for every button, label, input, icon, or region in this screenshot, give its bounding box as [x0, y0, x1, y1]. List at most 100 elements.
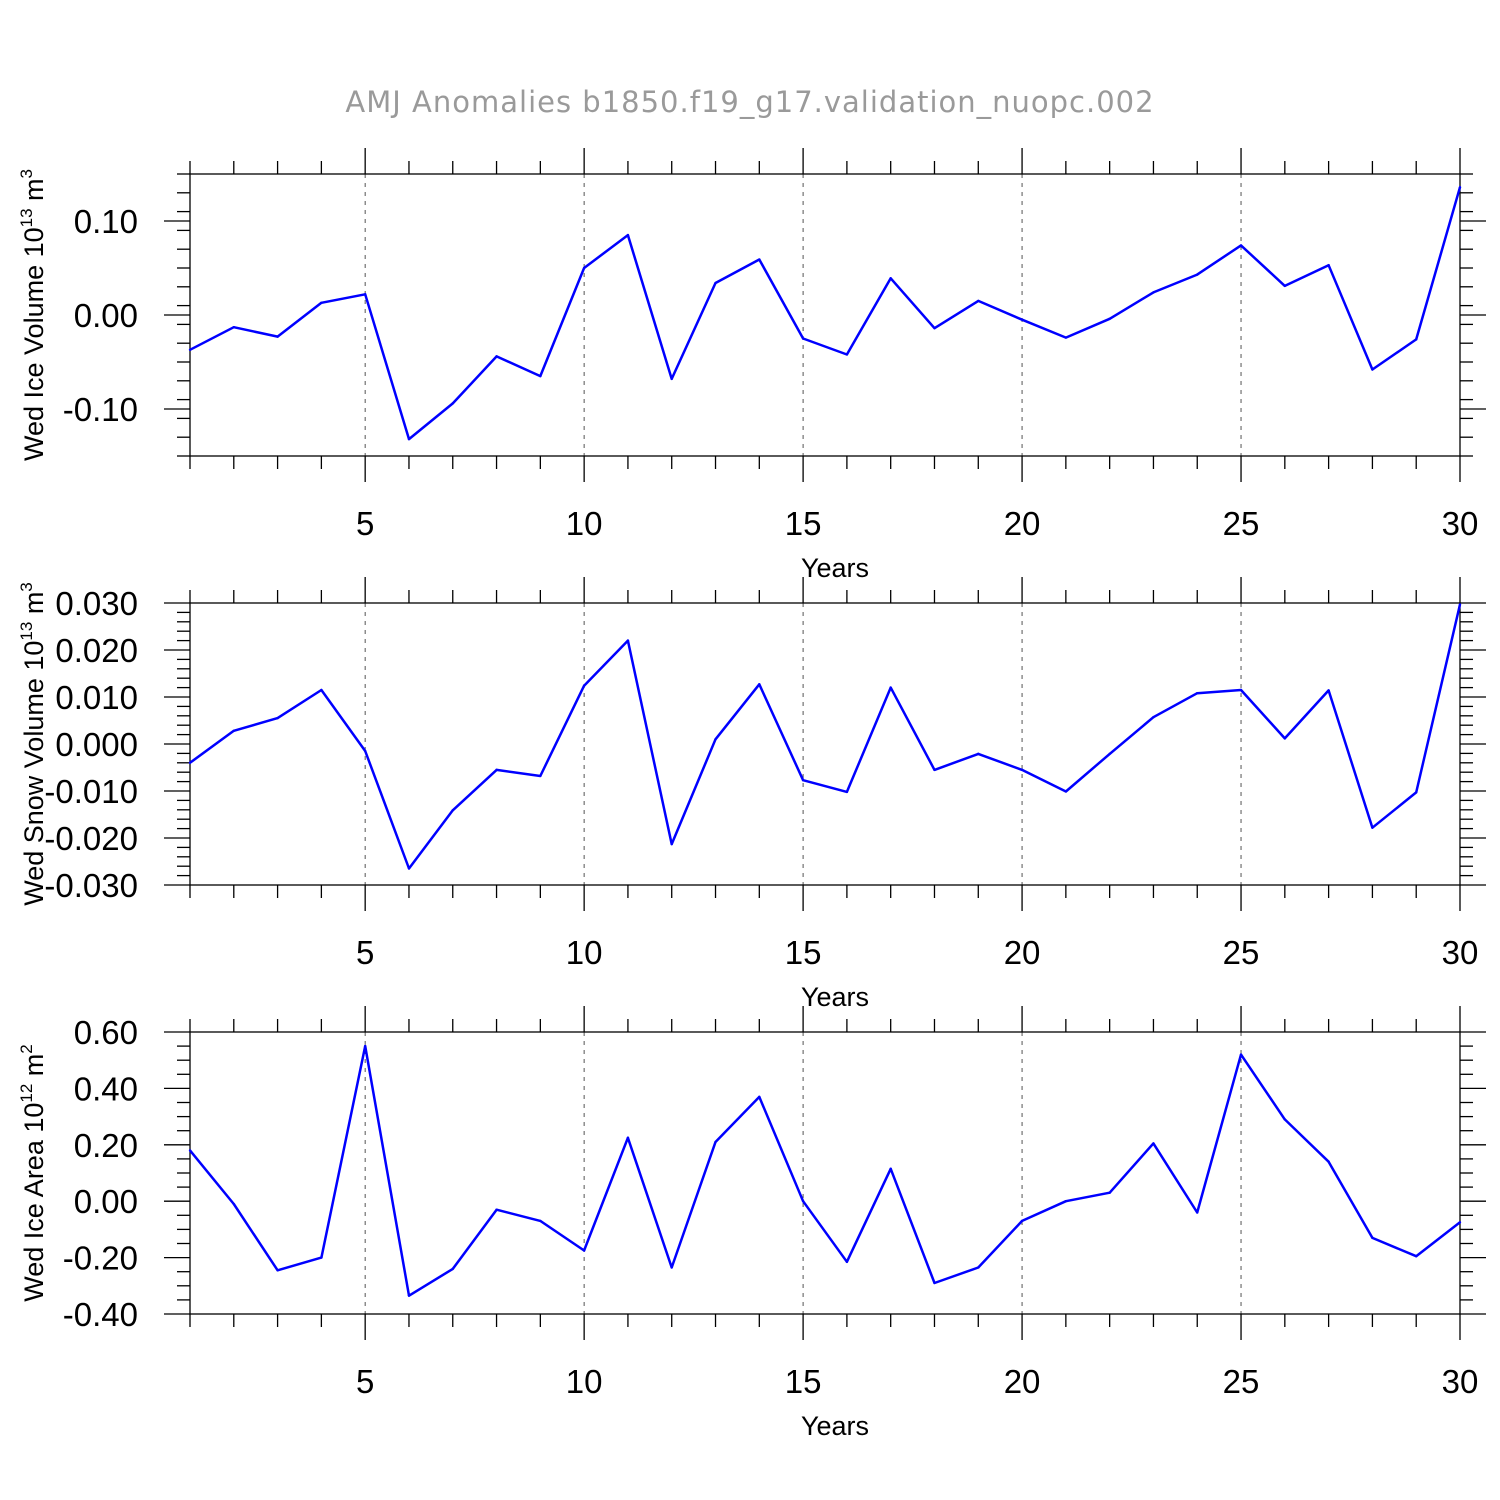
data-point [1020, 318, 1024, 321]
x-tick-label: 10 [566, 505, 603, 542]
series-line [189, 186, 1462, 441]
x-tick-label: 5 [356, 1363, 374, 1400]
y-tick-label: -0.40 [63, 1296, 138, 1333]
x-tick-label: 10 [566, 1363, 603, 1400]
plot-frame [189, 173, 1461, 457]
data-point [1327, 263, 1330, 267]
y-tick-label: -0.020 [44, 820, 138, 857]
data-point [758, 683, 761, 686]
data-point [1152, 291, 1155, 294]
data-point [276, 716, 279, 720]
data-point [188, 348, 192, 351]
data-point [320, 688, 323, 692]
data-point [933, 1281, 936, 1285]
data-point [1239, 688, 1243, 692]
data-point [1327, 1160, 1330, 1163]
data-point [626, 233, 630, 237]
y-tick-label: -0.10 [63, 391, 138, 428]
data-point [977, 752, 980, 756]
data-point [1371, 826, 1374, 829]
x-axis-title: Years [801, 553, 869, 583]
data-point [363, 1044, 367, 1048]
data-point [188, 761, 192, 764]
data-point [1415, 1254, 1418, 1258]
data-point [801, 337, 805, 340]
data-point [232, 326, 235, 329]
data-point [1196, 692, 1199, 695]
data-point [1283, 284, 1287, 288]
data-point [1196, 1211, 1199, 1214]
data-point [1239, 1053, 1243, 1056]
x-tick-label: 10 [566, 934, 603, 971]
data-point [363, 293, 367, 296]
data-point [320, 301, 323, 304]
data-point [451, 402, 454, 405]
data-point [845, 790, 849, 794]
data-point [1415, 338, 1418, 341]
data-point [495, 768, 498, 772]
x-tick-label: 30 [1442, 934, 1479, 971]
data-point [1108, 1191, 1111, 1194]
data-point [232, 729, 235, 733]
data-point [977, 299, 980, 303]
x-tick-label: 15 [785, 505, 822, 542]
y-tick-label: 0.010 [55, 679, 138, 716]
data-point [1196, 273, 1199, 276]
data-point [758, 1095, 761, 1099]
data-point [1327, 689, 1330, 692]
data-point [363, 749, 367, 753]
y-tick-label: 0.030 [55, 585, 138, 622]
data-point [1064, 1200, 1068, 1203]
data-point [1458, 603, 1462, 606]
y-axis-title: Wed Snow Volume 1013 m3 [17, 582, 49, 906]
data-point [495, 1208, 498, 1211]
data-point [1020, 1219, 1024, 1223]
data-point [582, 684, 586, 687]
data-point [582, 1249, 586, 1252]
data-point [977, 1266, 980, 1269]
y-tick-label: 0.000 [55, 726, 138, 763]
data-point [1152, 1142, 1155, 1145]
data-point [1458, 1221, 1462, 1224]
data-point [889, 1167, 892, 1170]
data-point [1458, 185, 1462, 189]
data-point [1064, 790, 1068, 793]
data-point [670, 842, 673, 846]
data-point [451, 809, 454, 812]
data-point [1239, 244, 1243, 247]
data-point [1371, 368, 1374, 371]
data-point [276, 1269, 279, 1272]
series-line [189, 604, 1462, 870]
data-point [232, 1202, 235, 1206]
ice-volume-panel: -0.10 0.00 0.10 5 10 15 20 25 30 Years Wed Ice Vol… [17, 148, 1486, 583]
y-axis-title: Wed Ice Volume 1013 m3 [17, 169, 49, 461]
ice-area-panel: -0.40 -0.20 0.00 0.20 0.40 0.60 5 10 15 20 25 30 Yea… [17, 1006, 1486, 1441]
x-tick-label: 20 [1004, 505, 1041, 542]
data-point [845, 353, 849, 356]
x-tick-label: 25 [1223, 934, 1260, 971]
data-point [451, 1267, 454, 1271]
x-tick-label: 30 [1442, 1363, 1479, 1400]
data-point [539, 774, 542, 778]
y-tick-label: -0.030 [44, 867, 138, 904]
x-tick-label: 15 [785, 934, 822, 971]
data-point [714, 1140, 717, 1144]
data-point [407, 437, 411, 441]
data-point [933, 768, 936, 772]
series-line [189, 1044, 1461, 1297]
data-point [407, 867, 411, 870]
data-point [320, 1256, 323, 1259]
x-tick-label: 25 [1223, 505, 1260, 542]
y-tick-label: 0.20 [74, 1127, 138, 1164]
x-tick-label: 30 [1442, 505, 1479, 542]
snow-volume-panel: -0.030 -0.020 -0.010 0.000 0.010 0.020 0.030 5 1… [17, 577, 1486, 1012]
data-point [889, 686, 892, 689]
figure-title: AMJ Anomalies b1850.f19_g17.validation_n… [345, 85, 1154, 119]
y-tick-label: 0.10 [74, 203, 138, 240]
x-axis-title: Years [801, 982, 869, 1012]
data-point [714, 281, 717, 285]
data-point [1371, 1236, 1374, 1240]
data-point [626, 639, 630, 642]
x-tick-label: 20 [1004, 934, 1041, 971]
data-point [889, 277, 892, 280]
